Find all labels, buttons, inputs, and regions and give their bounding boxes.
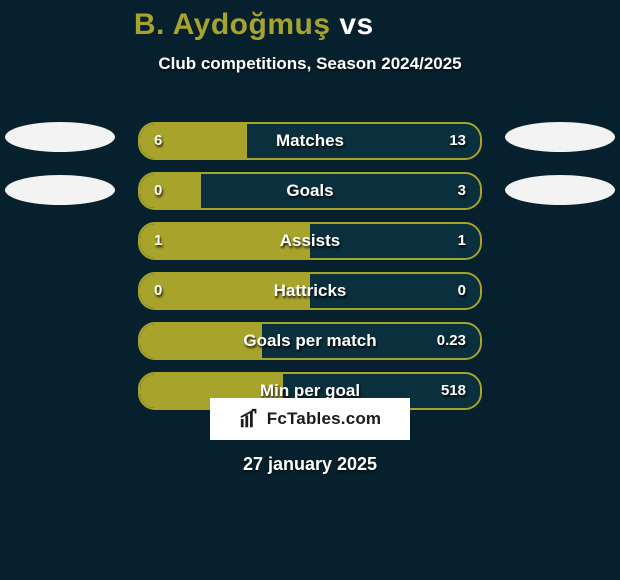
stat-label: Hattricks: [140, 274, 480, 308]
brand-text: FcTables.com: [267, 409, 382, 429]
player-photo-left: [5, 175, 115, 205]
stat-row: 613Matches: [138, 122, 482, 160]
comparison-card: B. Aydoğmuş vs D. Lico Club competitions…: [0, 0, 620, 580]
title-player2: D. Lico: [383, 8, 487, 41]
stat-label: Goals per match: [140, 324, 480, 358]
page-title: B. Aydoğmuş vs D. Lico: [0, 0, 620, 42]
stat-row: 00Hattricks: [138, 272, 482, 310]
player-photo-left: [5, 122, 115, 152]
title-vs: vs: [339, 8, 373, 41]
stat-row: 03Goals: [138, 172, 482, 210]
stat-label: Assists: [140, 224, 480, 258]
date-label: 27 january 2025: [0, 454, 620, 475]
subtitle: Club competitions, Season 2024/2025: [0, 54, 620, 74]
stat-row: 0.23Goals per match: [138, 322, 482, 360]
stat-row: 11Assists: [138, 222, 482, 260]
player-photo-right: [505, 175, 615, 205]
stat-label: Goals: [140, 174, 480, 208]
stats-chart: 613Matches 03Goals 11Assists 00Hattricks 0.2…: [138, 122, 482, 422]
title-player1: B. Aydoğmuş: [134, 8, 331, 41]
stat-label: Matches: [140, 124, 480, 158]
brand-icon: [239, 408, 261, 430]
brand-badge: FcTables.com: [210, 398, 410, 440]
player-photo-right: [505, 122, 615, 152]
